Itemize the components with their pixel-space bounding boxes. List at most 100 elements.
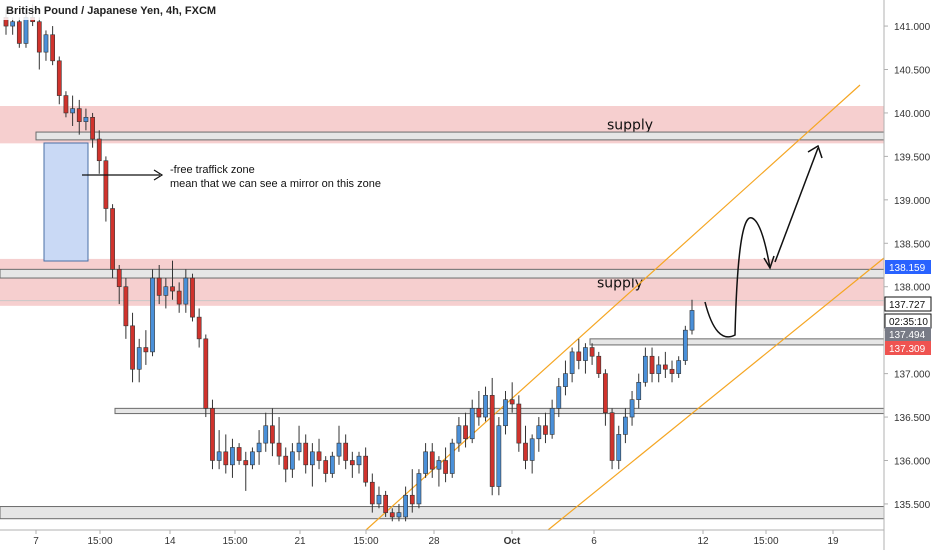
candle-86 (569, 347, 575, 383)
candle-body (263, 425, 269, 444)
candle-55 (363, 447, 369, 487)
projection-dip-arrow-icon (763, 255, 775, 270)
candle-body (323, 460, 329, 474)
price-axis[interactable]: 141.000 140.500 140.000 139.500 139.000 138.5… (884, 22, 931, 511)
levels-layer (0, 131, 885, 520)
price-tag-text: 137.309 (889, 344, 926, 355)
candle-9 (56, 56, 62, 105)
candle-body (389, 512, 395, 518)
candle-body (123, 286, 129, 327)
x-tick-label: 19 (827, 536, 839, 547)
candle-53 (349, 451, 355, 478)
candle-body (483, 395, 488, 418)
candle-body (596, 355, 602, 374)
price-tag-bg (884, 296, 932, 312)
channel-upper-line[interactable] (365, 84, 861, 531)
y-tick-label: 135.500 (894, 500, 931, 511)
traffic-note-line-2: mean that we can see a mirror on this zo… (170, 178, 381, 190)
candle-68 (449, 438, 455, 478)
candle-37 (243, 451, 249, 491)
candle-39 (256, 430, 262, 465)
candle-100 (662, 351, 668, 378)
candle-50 (329, 451, 335, 478)
candle-body (463, 425, 468, 440)
candles-layer (3, 4, 695, 522)
candle-body (429, 451, 435, 470)
projection-path[interactable] (704, 217, 771, 338)
candle-body (243, 460, 249, 466)
candle-12 (76, 99, 82, 135)
candle-body (589, 347, 595, 357)
candle-70 (463, 412, 468, 448)
y-tick-label: 139.000 (894, 196, 931, 207)
candle-body (649, 355, 655, 374)
candle-body (163, 286, 169, 296)
candle-body (256, 442, 262, 453)
candle-body (290, 451, 295, 470)
candle-body (529, 438, 535, 461)
candle-body (210, 408, 215, 461)
candle-body (283, 455, 289, 470)
channel-layer (365, 84, 885, 531)
candle-body (416, 473, 422, 505)
x-tick-label: 15:00 (222, 536, 247, 547)
candle-body (156, 277, 162, 296)
candle-23 (150, 269, 155, 357)
candle-body (70, 108, 75, 114)
candle-body (183, 277, 189, 305)
candle-body (103, 160, 109, 209)
y-tick-label: 136.000 (894, 456, 931, 467)
level-box-1 (35, 131, 885, 141)
candle-98 (649, 347, 655, 383)
projection-up-line (774, 147, 819, 263)
candle-104 (689, 299, 695, 335)
candle-body (110, 208, 115, 270)
supply-zone-label-1: supply (607, 118, 653, 134)
candle-body (409, 494, 415, 505)
price-tag-bg (885, 341, 931, 355)
time-axis[interactable]: 7 15:00 14 15:00 21 15:00 28 Oct 6 12 15:00 19 (33, 530, 839, 547)
candle-body (223, 451, 229, 466)
candle-66 (436, 456, 442, 487)
candle-body (43, 34, 49, 53)
candle-body (509, 399, 515, 405)
candle-59 (389, 508, 395, 522)
candle-93 (616, 425, 622, 470)
candle-body (363, 455, 369, 483)
candle-body (56, 60, 62, 96)
candle-body (403, 494, 408, 518)
candle-87 (576, 338, 582, 370)
candle-90 (596, 351, 602, 378)
candle-body (316, 451, 322, 461)
y-tick-label: 140.000 (894, 109, 931, 120)
y-tick-label: 136.500 (894, 413, 931, 424)
candle-97 (643, 347, 648, 387)
candle-13 (83, 108, 89, 131)
channel-lower-line[interactable] (547, 257, 885, 531)
candle-94 (623, 408, 628, 444)
traffic-arrow-head-icon (153, 169, 164, 181)
candle-body (203, 338, 209, 409)
candle-58 (383, 490, 388, 517)
candle-body (503, 399, 508, 427)
candle-91 (603, 369, 608, 426)
candle-22 (143, 330, 149, 365)
traffic-note-line-1: -free traffick zone (170, 164, 255, 176)
free-traffic-zone-box[interactable] (43, 142, 89, 262)
x-tick-label: 14 (164, 536, 176, 547)
candle-31 (203, 334, 209, 418)
candle-82 (543, 412, 548, 444)
candle-body (336, 442, 342, 457)
candle-body (303, 442, 309, 466)
candle-body (523, 442, 528, 461)
candle-102 (676, 356, 682, 378)
candle-body (669, 368, 675, 374)
title-backdrop (0, 0, 180, 20)
price-tag-text: 02:35:10 (889, 317, 928, 328)
candle-body (343, 442, 349, 461)
candle-76 (503, 390, 508, 435)
candle-49 (323, 456, 329, 483)
candle-body (396, 512, 402, 518)
candle-101 (669, 360, 675, 383)
